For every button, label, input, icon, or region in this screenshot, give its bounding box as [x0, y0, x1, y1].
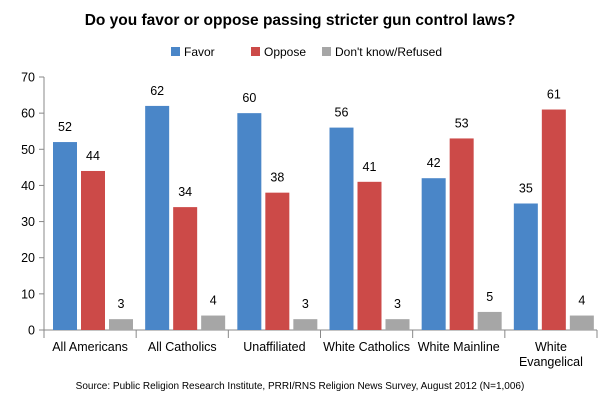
x-tick-label: White [535, 340, 567, 354]
bar-don-t-know-refused [385, 319, 410, 330]
bar-oppose [265, 192, 290, 330]
data-label: 34 [178, 185, 192, 199]
x-tick-label: Evangelical [519, 355, 583, 369]
data-label: 53 [455, 116, 469, 130]
bar-don-t-know-refused [201, 315, 226, 330]
legend-swatch-favor [171, 47, 180, 56]
data-label: 3 [118, 297, 125, 311]
y-tick-label: 50 [21, 143, 35, 157]
legend-swatch-don-t-know-refused [322, 47, 331, 56]
bar-favor [237, 113, 262, 331]
bar-don-t-know-refused [109, 319, 133, 330]
bar-favor [53, 142, 77, 330]
x-tick-label: All Americans [52, 340, 128, 354]
x-tick-label: White Catholics [323, 340, 410, 354]
chart-axes: 0 10 20 30 40 50 60 70 [21, 71, 598, 338]
bar-oppose [81, 170, 105, 330]
x-tick-label: White Mainline [418, 340, 500, 354]
bar-oppose [357, 181, 382, 330]
data-label: 61 [547, 88, 561, 102]
data-label: 4 [210, 294, 217, 308]
data-label: 3 [394, 297, 401, 311]
data-label: 44 [86, 149, 100, 163]
bar-favor [421, 178, 446, 330]
bar-don-t-know-refused [569, 315, 594, 330]
y-tick-label: 30 [21, 215, 35, 229]
data-label: 52 [58, 120, 72, 134]
y-tick-label: 0 [28, 324, 35, 338]
y-tick-label: 20 [21, 251, 35, 265]
data-label: 35 [519, 182, 533, 196]
data-label: 60 [242, 91, 256, 105]
y-tick-label: 10 [21, 287, 35, 301]
source-note: Source: Public Religion Research Institu… [76, 381, 525, 392]
chart-title: Do you favor or oppose passing stricter … [85, 12, 516, 29]
x-tick-label: Unaffiliated [243, 340, 305, 354]
bar-favor [513, 203, 538, 330]
y-tick-label: 60 [21, 107, 35, 121]
data-label: 38 [270, 171, 284, 185]
y-tick-label: 40 [21, 179, 35, 193]
bar-oppose [449, 138, 474, 330]
data-label: 62 [150, 84, 164, 98]
legend: Favor Oppose Don't know/Refused [171, 45, 442, 59]
legend-label-favor: Favor [184, 45, 215, 59]
bar-favor [329, 127, 354, 330]
data-label: 41 [363, 160, 377, 174]
chart-bars [53, 105, 594, 331]
data-label: 4 [578, 294, 585, 308]
legend-label-don-t-know-refused: Don't know/Refused [335, 45, 442, 59]
bar-oppose [541, 109, 566, 331]
y-tick-label: 70 [21, 71, 35, 85]
legend-swatch-oppose [251, 47, 260, 56]
bar-oppose [173, 207, 198, 330]
data-label: 42 [427, 156, 441, 170]
data-label: 3 [302, 297, 309, 311]
x-tick-label: All Catholics [148, 340, 217, 354]
data-label: 56 [335, 106, 349, 120]
data-label: 5 [486, 290, 493, 304]
bar-favor [145, 105, 170, 331]
bar-don-t-know-refused [477, 311, 502, 330]
legend-label-oppose: Oppose [264, 45, 306, 59]
bar-don-t-know-refused [293, 319, 318, 330]
